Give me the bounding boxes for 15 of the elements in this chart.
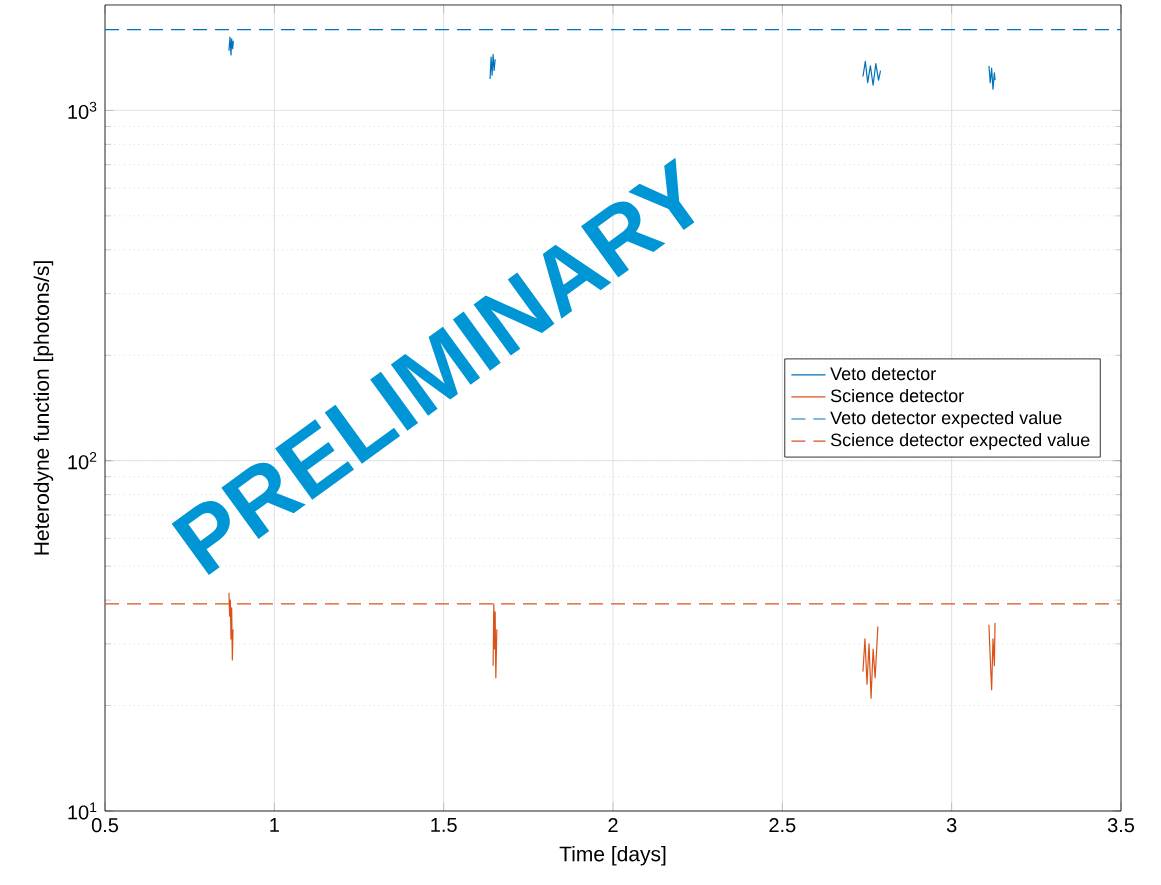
y-axis-title: Heterodyne function [photons/s] <box>33 261 54 555</box>
x-tick-label: 1 <box>270 818 279 832</box>
x-tick-label: 2 <box>608 818 618 833</box>
legend-label: Science detector <box>830 388 964 403</box>
y-tick-label: 10$^{2}$ <box>68 452 97 470</box>
x-tick-label: 3.5 <box>1107 818 1135 833</box>
y-tick-label: 10$^{3}$ <box>68 101 97 120</box>
x-tick-label: 2.5 <box>769 818 796 833</box>
x-tick-label: 3 <box>946 818 957 833</box>
x-tick-label: 0.5 <box>91 818 119 833</box>
legend-label: Veto detector <box>830 366 936 381</box>
x-axis-title: Time [days] <box>559 845 666 866</box>
x-tick-label: 1.5 <box>431 818 457 833</box>
legend-label: Veto detector expected value <box>830 410 1062 428</box>
legend-label: Science detector expected value <box>830 433 1090 450</box>
